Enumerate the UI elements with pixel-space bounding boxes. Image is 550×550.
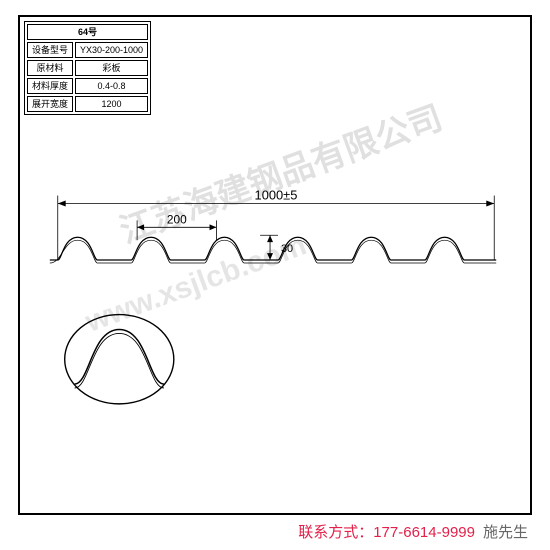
technical-drawing: 1000±5 200 30 xyxy=(20,17,530,513)
detail-rib xyxy=(75,329,164,384)
drawing-frame: 64号 设备型号YX30-200-1000 原材料彩板 材料厚度0.4-0.8 … xyxy=(18,15,532,515)
profile-path xyxy=(50,237,496,260)
detail-ellipse xyxy=(65,315,174,404)
dim-pitch: 200 xyxy=(137,212,216,240)
dim-height: 30 xyxy=(260,235,293,260)
contact-name: 施先生 xyxy=(483,524,528,541)
contact-line: 联系方式：177-6614-9999 施先生 xyxy=(298,521,528,542)
contact-phone: 177-6614-9999 xyxy=(373,524,475,541)
dim-total-width: 1000±5 xyxy=(58,188,494,261)
dim-pitch-label: 200 xyxy=(167,212,187,226)
detail-rib-offset xyxy=(75,333,164,388)
dim-total-label: 1000±5 xyxy=(255,188,298,203)
contact-label: 联系方式： xyxy=(298,524,373,541)
